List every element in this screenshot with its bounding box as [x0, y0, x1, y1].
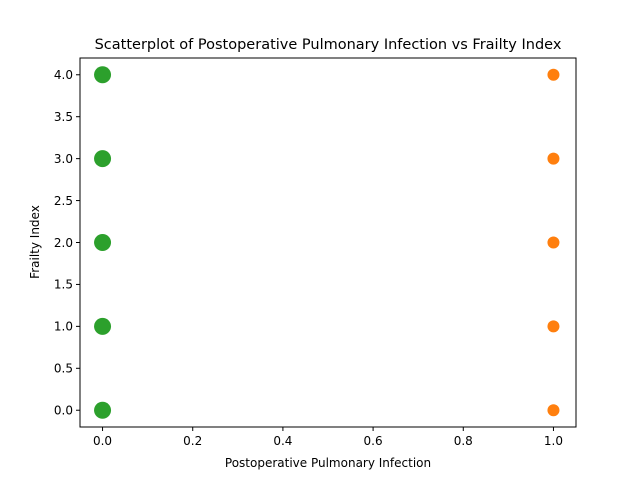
x-tick-label: 0.0	[93, 434, 112, 448]
y-tick-label: 1.5	[54, 278, 73, 292]
data-points	[94, 66, 560, 419]
y-axis-title: Frailty Index	[28, 205, 42, 279]
x-tick-label: 0.2	[183, 434, 202, 448]
data-point	[547, 152, 560, 165]
data-point	[547, 404, 560, 417]
x-axis-ticks: 0.0 0.2 0.4 0.6 0.8 1.0	[93, 427, 563, 448]
data-point	[94, 150, 112, 168]
data-point	[547, 68, 560, 81]
y-tick-label: 1.0	[54, 320, 73, 334]
y-tick-label: 2.5	[54, 194, 73, 208]
y-tick-label: 0.5	[54, 362, 73, 376]
data-point	[547, 320, 560, 333]
x-tick-label: 0.8	[454, 434, 473, 448]
y-tick-label: 4.0	[54, 68, 73, 82]
chart-title: Scatterplot of Postoperative Pulmonary I…	[95, 37, 562, 53]
data-point	[94, 317, 112, 335]
x-axis-title: Postoperative Pulmonary Infection	[225, 456, 431, 470]
y-axis-ticks: 0.0 0.5 1.0 1.5 2.0 2.5 3.0 3.5 4.0	[54, 68, 80, 418]
x-tick-label: 1.0	[544, 434, 563, 448]
data-point	[547, 236, 560, 249]
plot-frame	[79, 57, 577, 428]
y-tick-label: 0.0	[54, 404, 73, 418]
x-tick-label: 0.6	[364, 434, 383, 448]
y-tick-label: 3.5	[54, 110, 73, 124]
y-tick-label: 3.0	[54, 152, 73, 166]
x-tick-label: 0.4	[273, 434, 292, 448]
data-point	[94, 401, 112, 419]
data-point	[94, 234, 112, 251]
y-tick-label: 2.0	[54, 236, 73, 250]
data-point	[94, 66, 112, 84]
